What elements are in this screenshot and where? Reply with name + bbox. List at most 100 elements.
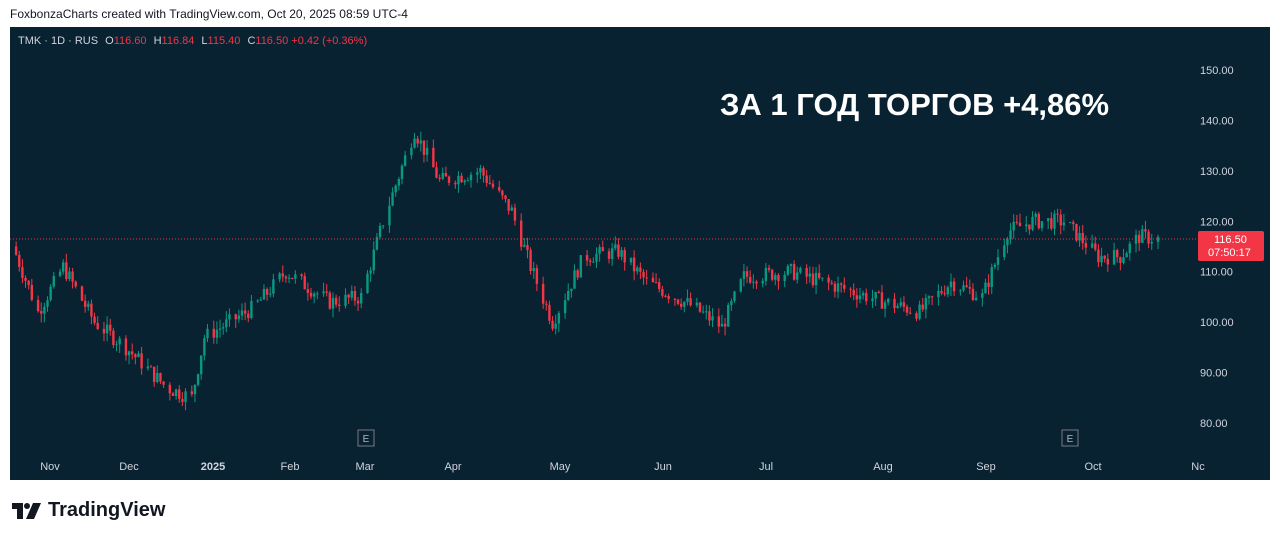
candle-body — [190, 391, 194, 395]
candle-body — [774, 275, 777, 280]
time-axis[interactable]: Nov Dec 2025 Feb Mar Apr May Jun Jul Aug Sep Oct Nc — [40, 461, 1205, 473]
low-label: L — [201, 35, 208, 47]
chart-panel[interactable]: 150.00 140.00 130.00 120.00 110.00 100.00 90.0… — [10, 27, 1270, 480]
candle-body — [1053, 213, 1056, 229]
candle-body — [1081, 233, 1084, 243]
candle-body — [290, 277, 294, 279]
candle-body — [1009, 230, 1012, 240]
candle-body — [708, 311, 711, 321]
candle-body — [526, 244, 529, 250]
candle-body — [651, 277, 655, 283]
candle-body — [996, 257, 1000, 265]
symbol-label[interactable]: TMK · 1D · RUS — [18, 35, 99, 47]
candle-body — [673, 298, 677, 300]
candle-body — [134, 354, 137, 358]
candle-body — [573, 270, 576, 289]
candle-body — [585, 255, 589, 261]
candle-body — [686, 298, 689, 302]
candle-body — [347, 294, 350, 298]
candle-body — [457, 175, 460, 185]
candle-body — [309, 292, 313, 297]
candle-body — [71, 271, 74, 282]
candle-body — [927, 296, 931, 299]
candle-body — [865, 292, 868, 302]
candle-body — [551, 320, 554, 329]
candle-body — [698, 302, 702, 312]
candle-body — [764, 267, 768, 281]
candle-body — [796, 272, 799, 280]
candle-body — [432, 147, 435, 168]
candle-body — [87, 303, 90, 307]
candle-body — [394, 185, 397, 193]
candle-body — [896, 305, 899, 309]
earnings-marker-box[interactable] — [357, 429, 375, 447]
candle-body — [240, 310, 244, 316]
candle-body — [243, 310, 247, 314]
candle-body — [278, 273, 281, 280]
candle-body — [1059, 214, 1062, 226]
candle-body — [855, 295, 859, 300]
candle-body — [127, 351, 131, 356]
candle-body — [987, 282, 990, 287]
candle-body — [83, 300, 87, 307]
annotation-title: ЗА 1 ГОД ТОРГОВ +4,86% — [720, 87, 1110, 122]
candle-body — [403, 155, 407, 166]
candle-body — [720, 323, 724, 327]
candle-body — [1094, 243, 1097, 250]
candle-body — [454, 182, 457, 185]
candle-body — [908, 312, 912, 314]
candle-body — [284, 276, 288, 279]
candle-body — [1072, 222, 1075, 224]
candle-body — [639, 267, 642, 272]
candle-body — [206, 328, 209, 339]
tradingview-logo[interactable]: TradingView — [12, 499, 165, 522]
candle-body — [952, 281, 956, 292]
candle-body — [777, 275, 780, 282]
candle-body — [1156, 236, 1160, 242]
x-tick-label: Oct — [1084, 461, 1101, 473]
candle-body — [887, 298, 890, 303]
candle-body — [836, 283, 840, 292]
candle-body — [46, 300, 49, 307]
candle-body — [174, 389, 178, 397]
candle-body — [507, 199, 510, 211]
candle-body — [576, 270, 579, 278]
candle-body — [981, 293, 984, 298]
candle-body — [523, 244, 526, 247]
price-axis[interactable]: 150.00 140.00 130.00 120.00 110.00 100.00 90.0… — [1200, 65, 1234, 430]
candle-body — [312, 293, 316, 297]
y-tick-label: 110.00 — [1200, 267, 1233, 279]
x-tick-label: Mar — [356, 461, 375, 473]
candle-body — [1050, 218, 1053, 229]
y-tick-label: 140.00 — [1200, 116, 1234, 128]
candle-body — [727, 304, 730, 327]
candle-body — [595, 253, 598, 262]
y-tick-label: 130.00 — [1200, 166, 1234, 178]
candle-body — [1028, 224, 1031, 230]
x-tick-label: Jun — [654, 461, 672, 473]
candle-body — [1097, 249, 1100, 263]
candle-body — [184, 391, 187, 402]
earnings-marker-box[interactable] — [1061, 429, 1079, 447]
candle-body — [814, 272, 818, 286]
candle-body — [171, 393, 175, 397]
candle-body — [463, 180, 466, 183]
candle-body — [940, 290, 943, 294]
candle-body — [658, 282, 661, 290]
x-tick-label: Dec — [119, 461, 139, 473]
candle-body — [102, 328, 106, 334]
candle-body — [178, 389, 181, 399]
price-chart[interactable]: 150.00 140.00 130.00 120.00 110.00 100.00 90.0… — [10, 27, 1270, 480]
candle-body — [501, 190, 504, 196]
candle-body — [902, 302, 906, 307]
candle-body — [557, 313, 561, 324]
candle-body — [915, 313, 918, 319]
x-tick-label: Sep — [976, 461, 996, 473]
candle-body — [899, 302, 902, 306]
tradingview-wordmark: TradingView — [48, 499, 166, 521]
candle-body — [68, 271, 71, 280]
candle-body — [281, 273, 284, 277]
candle-body — [287, 277, 291, 279]
candle-body — [1047, 218, 1050, 222]
candle-body — [1150, 241, 1153, 244]
